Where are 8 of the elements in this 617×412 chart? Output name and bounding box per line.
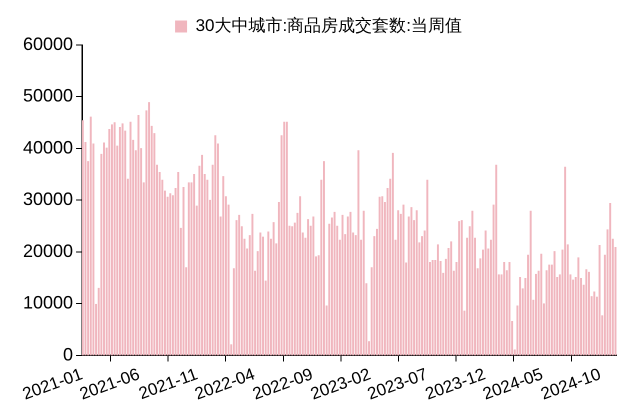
y-tick-label: 40000 — [22, 137, 74, 158]
y-tick-label: 20000 — [22, 240, 74, 261]
legend-label: 30大中城市:商品房成交套数:当周值 — [196, 16, 462, 36]
y-tick-label: 60000 — [22, 34, 74, 54]
y-tick-label: 0 — [63, 344, 74, 364]
y-tick-label: 30000 — [22, 189, 74, 210]
y-tick-label: 10000 — [22, 292, 74, 313]
y-tick-label: 50000 — [22, 86, 74, 106]
